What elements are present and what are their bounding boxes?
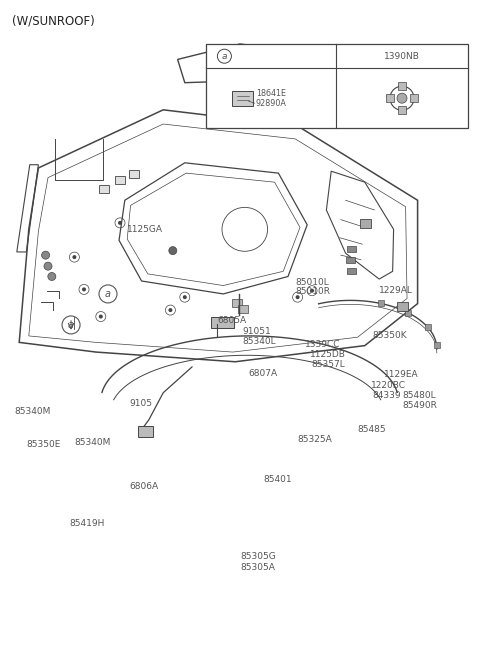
Text: 85357L: 85357L [311, 360, 345, 369]
Text: 85305A: 85305A [240, 563, 275, 572]
FancyBboxPatch shape [410, 94, 418, 102]
Circle shape [169, 247, 177, 255]
Text: a: a [222, 52, 227, 61]
Text: 85305G: 85305G [240, 552, 276, 561]
Text: (W/SUNROOF): (W/SUNROOF) [12, 14, 95, 27]
Text: a: a [68, 320, 74, 330]
Text: 6807A: 6807A [249, 369, 278, 378]
Text: 85401: 85401 [263, 475, 292, 484]
Text: 6806A: 6806A [130, 482, 159, 491]
Text: 85340M: 85340M [74, 438, 111, 447]
Circle shape [42, 251, 49, 259]
Circle shape [310, 289, 314, 293]
Text: 85350E: 85350E [26, 440, 61, 449]
Bar [425, 324, 431, 331]
FancyBboxPatch shape [232, 299, 241, 307]
FancyBboxPatch shape [347, 246, 356, 252]
Text: 85480L: 85480L [402, 391, 436, 400]
Text: 85340M: 85340M [14, 407, 51, 416]
Text: 85490R: 85490R [402, 401, 437, 410]
Text: 85485: 85485 [358, 425, 386, 434]
Circle shape [44, 262, 52, 270]
Text: 18641E: 18641E [256, 89, 286, 98]
Circle shape [183, 295, 187, 299]
Text: 1129EA: 1129EA [384, 370, 419, 379]
Text: 1339CC: 1339CC [305, 340, 340, 349]
Bar [406, 310, 411, 316]
FancyBboxPatch shape [398, 107, 406, 114]
Text: 9105: 9105 [130, 399, 153, 408]
Circle shape [99, 315, 103, 318]
FancyBboxPatch shape [99, 185, 108, 193]
Circle shape [168, 308, 172, 312]
Text: 1390NB: 1390NB [384, 52, 420, 61]
Circle shape [48, 273, 56, 280]
Text: 1229AL: 1229AL [379, 286, 413, 295]
FancyBboxPatch shape [232, 90, 253, 106]
FancyBboxPatch shape [346, 257, 355, 263]
Text: 84339: 84339 [372, 391, 401, 400]
Text: 1125GA: 1125GA [127, 225, 163, 234]
Text: 85010R: 85010R [295, 287, 330, 297]
Text: 1125DB: 1125DB [310, 350, 346, 359]
Text: 6805A: 6805A [217, 316, 246, 325]
Bar [206, 44, 468, 128]
Circle shape [296, 295, 300, 299]
FancyBboxPatch shape [115, 176, 124, 184]
FancyBboxPatch shape [397, 302, 408, 311]
Text: 85350K: 85350K [372, 331, 407, 340]
FancyBboxPatch shape [398, 83, 406, 90]
FancyBboxPatch shape [129, 170, 139, 178]
Text: 85325A: 85325A [298, 435, 332, 444]
FancyBboxPatch shape [360, 219, 371, 228]
Bar [433, 342, 440, 348]
FancyBboxPatch shape [211, 317, 234, 328]
FancyBboxPatch shape [347, 267, 356, 273]
FancyBboxPatch shape [386, 94, 394, 102]
Text: 85419H: 85419H [70, 519, 105, 528]
Circle shape [397, 93, 407, 103]
Text: 85010L: 85010L [295, 278, 329, 287]
Circle shape [118, 221, 122, 225]
Text: 91051: 91051 [242, 327, 271, 336]
Text: 92890A: 92890A [256, 99, 287, 108]
Circle shape [72, 255, 76, 259]
Text: 85340L: 85340L [242, 337, 276, 346]
Bar [378, 300, 384, 306]
Text: a: a [105, 289, 111, 299]
Text: 1220BC: 1220BC [371, 380, 406, 390]
Circle shape [82, 287, 86, 291]
FancyBboxPatch shape [238, 306, 248, 313]
FancyBboxPatch shape [138, 426, 153, 437]
